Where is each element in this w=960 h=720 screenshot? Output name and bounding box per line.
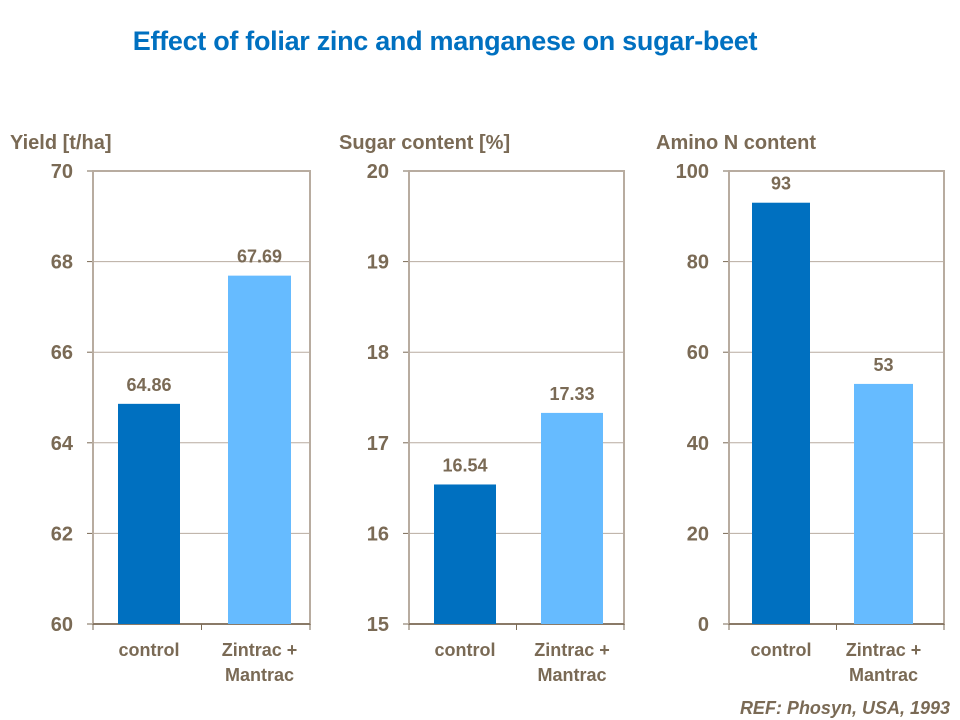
chart-2: Sugar content [%] 15 16 17 18 19 20 16.54 contro… (339, 132, 625, 685)
category-label: Zintrac + (846, 640, 922, 660)
y-tick-label: 60 (51, 614, 73, 636)
bar-control (752, 202, 810, 624)
category-label: control (435, 640, 496, 660)
data-label: 64.86 (126, 375, 171, 395)
y-tick-label: 68 (51, 252, 73, 274)
y-tick-label: 62 (51, 523, 73, 545)
category-label: control (119, 640, 180, 660)
chart-title: Amino N content (656, 132, 816, 154)
data-label: 17.33 (549, 384, 594, 404)
bar-treatment (228, 275, 291, 624)
reference-note: REF: Phosyn, USA, 1993 (739, 698, 950, 718)
slide-title: Effect of foliar zinc and manganese on s… (0, 26, 960, 57)
y-tick-label: 66 (51, 342, 73, 364)
data-label: 16.54 (442, 455, 487, 475)
bar-treatment (854, 383, 913, 624)
chart-3: Amino N content 0 20 40 60 80 100 93 control 53 Zi… (656, 132, 945, 685)
category-label: control (751, 640, 812, 660)
category-label: Mantrac (849, 665, 918, 685)
chart-title: Sugar content [%] (339, 132, 510, 154)
y-tick-label: 80 (687, 252, 709, 274)
y-tick-label: 20 (687, 523, 709, 545)
bar-control (434, 484, 496, 624)
y-tick-label: 18 (367, 342, 389, 364)
y-tick-label: 15 (367, 614, 389, 636)
y-tick-label: 20 (367, 161, 389, 183)
category-label: Zintrac + (534, 640, 610, 660)
chart-title: Yield [t/ha] (10, 132, 111, 154)
y-tick-label: 70 (51, 161, 73, 183)
data-label: 93 (771, 174, 791, 194)
y-tick-label: 60 (687, 342, 709, 364)
category-label: Zintrac + (222, 640, 298, 660)
slide-title-text: Effect of foliar zinc and manganese on s… (132, 26, 758, 56)
y-tick-label: 64 (51, 433, 74, 455)
data-label: 67.69 (237, 247, 282, 267)
category-label: Mantrac (225, 665, 294, 685)
y-tick-label: 17 (367, 433, 389, 455)
y-tick-label: 16 (367, 523, 389, 545)
bar-control (118, 403, 180, 624)
y-tick-label: 40 (687, 433, 709, 455)
bar-treatment (541, 412, 603, 624)
y-tick-label: 100 (676, 161, 709, 183)
category-label: Mantrac (537, 665, 606, 685)
chart-1: Yield [t/ha] 60 62 64 66 68 70 64.86 control 67.6… (10, 132, 311, 685)
y-tick-label: 19 (367, 252, 389, 274)
data-label: 53 (873, 355, 893, 375)
y-tick-label: 0 (698, 614, 709, 636)
